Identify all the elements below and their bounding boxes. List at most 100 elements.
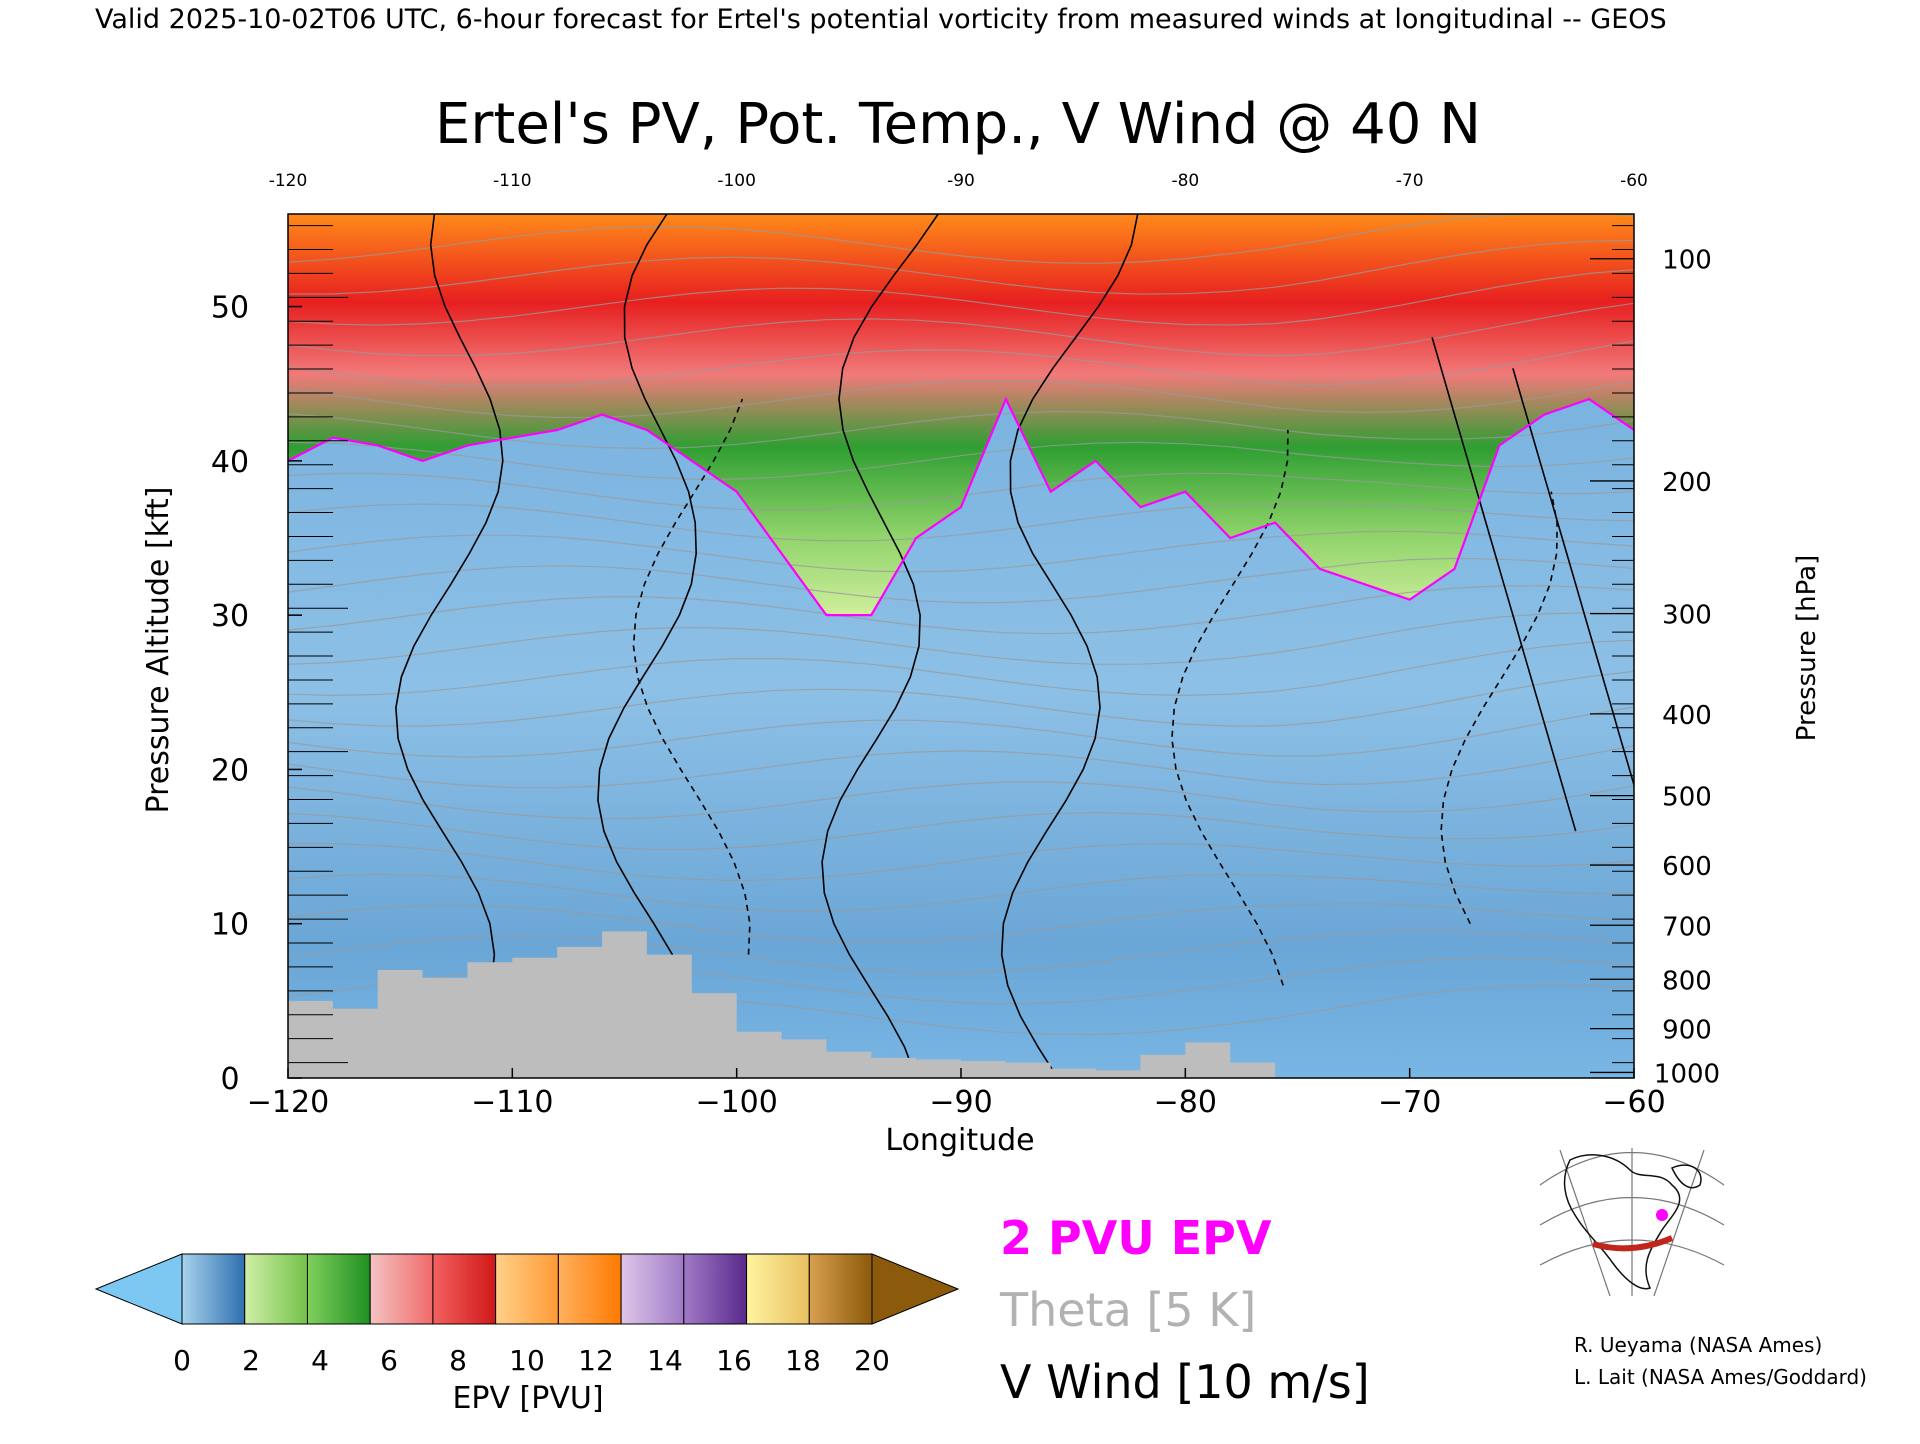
x-tick-label: −110 xyxy=(471,1085,553,1120)
colorbar-tick-label: 14 xyxy=(647,1344,683,1377)
colorbar-bin xyxy=(432,1253,497,1325)
colorbar-label: EPV [PVU] xyxy=(452,1381,603,1416)
plot-area xyxy=(288,214,1634,1078)
colorbar-tick-label: 10 xyxy=(509,1344,545,1377)
x-axis-label: Longitude xyxy=(885,1123,1034,1158)
theta-contour xyxy=(288,472,1634,511)
theta-contour xyxy=(288,706,1634,758)
theta-contour xyxy=(288,639,1634,697)
colorbar-tick-label: 8 xyxy=(449,1344,467,1377)
chart-title: Ertel's PV, Pot. Temp., V Wind @ 40 N xyxy=(435,92,1481,157)
y-tick-label: 50 xyxy=(211,291,249,326)
theta-contour xyxy=(288,612,1634,665)
pressure-tick-label: 700 xyxy=(1662,912,1712,942)
v-wind-contour xyxy=(821,214,939,1078)
y-axis-label-right: Pressure [hPa] xyxy=(1792,555,1822,742)
colorbar-bin xyxy=(683,1253,748,1325)
v-wind-contour xyxy=(395,214,504,1078)
pressure-tick-label: 800 xyxy=(1662,966,1712,996)
theta-contour xyxy=(288,745,1634,789)
theta-contour xyxy=(288,930,1634,974)
theta-contour xyxy=(288,585,1634,635)
top-x-tick-label: -100 xyxy=(717,171,756,191)
y-axis-label-left: Pressure Altitude [kft] xyxy=(141,487,176,814)
theta-contour xyxy=(288,503,1634,542)
map-coastline xyxy=(1563,1154,1702,1290)
pressure-tick-label: 200 xyxy=(1662,468,1712,498)
theta-contour xyxy=(288,811,1634,851)
v-wind-contour-jet xyxy=(1512,368,1634,788)
y-tick-label: 10 xyxy=(211,908,249,943)
colorbar-tick-label: 6 xyxy=(380,1344,398,1377)
pressure-tick-label: 100 xyxy=(1662,246,1712,276)
header-line: Valid 2025-10-02T06 UTC, 6-hour forecast… xyxy=(95,4,1667,35)
v-wind-contour-negative xyxy=(1171,429,1289,986)
v-wind-contours xyxy=(395,214,1634,1078)
pressure-tick-label: 300 xyxy=(1662,601,1712,631)
colorbar: 0 2 4 6 8 10 12 14 16 18 20 xyxy=(94,1253,960,1377)
colorbar-over-arrow xyxy=(871,1253,960,1325)
colorbar-bin xyxy=(557,1253,622,1325)
legend-theta: Theta [5 K] xyxy=(999,1283,1256,1337)
theta-contour xyxy=(288,302,1634,357)
map-transect-line xyxy=(1592,1235,1674,1252)
x-tick-label: −100 xyxy=(695,1085,777,1120)
theta-contour xyxy=(288,441,1634,480)
x-tick-label: −80 xyxy=(1154,1085,1217,1120)
colorbar-tick-label: 18 xyxy=(785,1344,821,1377)
colorbar-tick-label: 20 xyxy=(854,1344,890,1377)
colorbar-bin xyxy=(808,1253,873,1325)
legend-wind: V Wind [10 m/s] xyxy=(1000,1355,1370,1409)
theta-contour xyxy=(288,340,1634,388)
colorbar-tick-label: 12 xyxy=(578,1344,614,1377)
colorbar-bin xyxy=(306,1253,371,1325)
y-tick-label: 0 xyxy=(220,1062,239,1097)
top-x-tick-label: -80 xyxy=(1171,171,1199,191)
colorbar-tick-label: 4 xyxy=(311,1344,329,1377)
v-wind-contour-negative xyxy=(1440,491,1558,925)
colorbar-bin xyxy=(244,1253,308,1325)
v-wind-contour xyxy=(1000,214,1139,1078)
colorbar-tick-label: 16 xyxy=(716,1344,752,1377)
pressure-tick-label: 500 xyxy=(1662,783,1712,813)
v-wind-contour xyxy=(597,214,698,1078)
theta-contour xyxy=(288,781,1634,820)
theta-contour xyxy=(288,557,1634,604)
map-location-marker xyxy=(1656,1209,1668,1221)
theta-contour xyxy=(288,530,1634,573)
pressure-tick-label: 600 xyxy=(1662,852,1712,882)
theta-contour xyxy=(288,269,1634,326)
theta-contours xyxy=(288,214,1634,1036)
y-tick-label: 20 xyxy=(211,753,249,788)
theta-contour xyxy=(288,842,1634,882)
theta-contour xyxy=(288,670,1634,727)
locator-map xyxy=(1535,1148,1729,1297)
terrain xyxy=(288,931,1634,1078)
top-x-tick-label: -70 xyxy=(1396,171,1424,191)
colorbar-bin xyxy=(369,1253,434,1325)
top-x-tick-label: -60 xyxy=(1620,171,1648,191)
theta-contour xyxy=(288,903,1634,943)
colorbar-bin xyxy=(495,1253,559,1325)
theta-contour xyxy=(288,873,1634,912)
theta-contour xyxy=(288,379,1634,419)
colorbar-under-arrow xyxy=(94,1253,183,1325)
pressure-tick-label: 900 xyxy=(1662,1016,1712,1046)
colorbar-tick-label: 0 xyxy=(173,1344,191,1377)
pv-2pvu-line xyxy=(288,396,1634,617)
colorbar-tick-label: 2 xyxy=(242,1344,260,1377)
credit-1: R. Ueyama (NASA Ames) xyxy=(1574,1333,1822,1357)
colorbar-bin xyxy=(181,1253,246,1325)
top-x-tick-label: -120 xyxy=(269,171,308,191)
x-tick-label: −70 xyxy=(1378,1085,1441,1120)
plot-fields xyxy=(288,214,1634,1078)
y-tick-label: 30 xyxy=(211,599,249,634)
x-tick-label: −90 xyxy=(929,1085,992,1120)
theta-contour xyxy=(288,410,1634,450)
v-wind-contour-jet xyxy=(1431,337,1577,832)
map-graticule xyxy=(1539,1148,1725,1297)
legend-pv: 2 PVU EPV xyxy=(1000,1211,1272,1265)
credit-2: L. Lait (NASA Ames/Goddard) xyxy=(1574,1365,1867,1389)
top-x-tick-label: -90 xyxy=(947,171,975,191)
